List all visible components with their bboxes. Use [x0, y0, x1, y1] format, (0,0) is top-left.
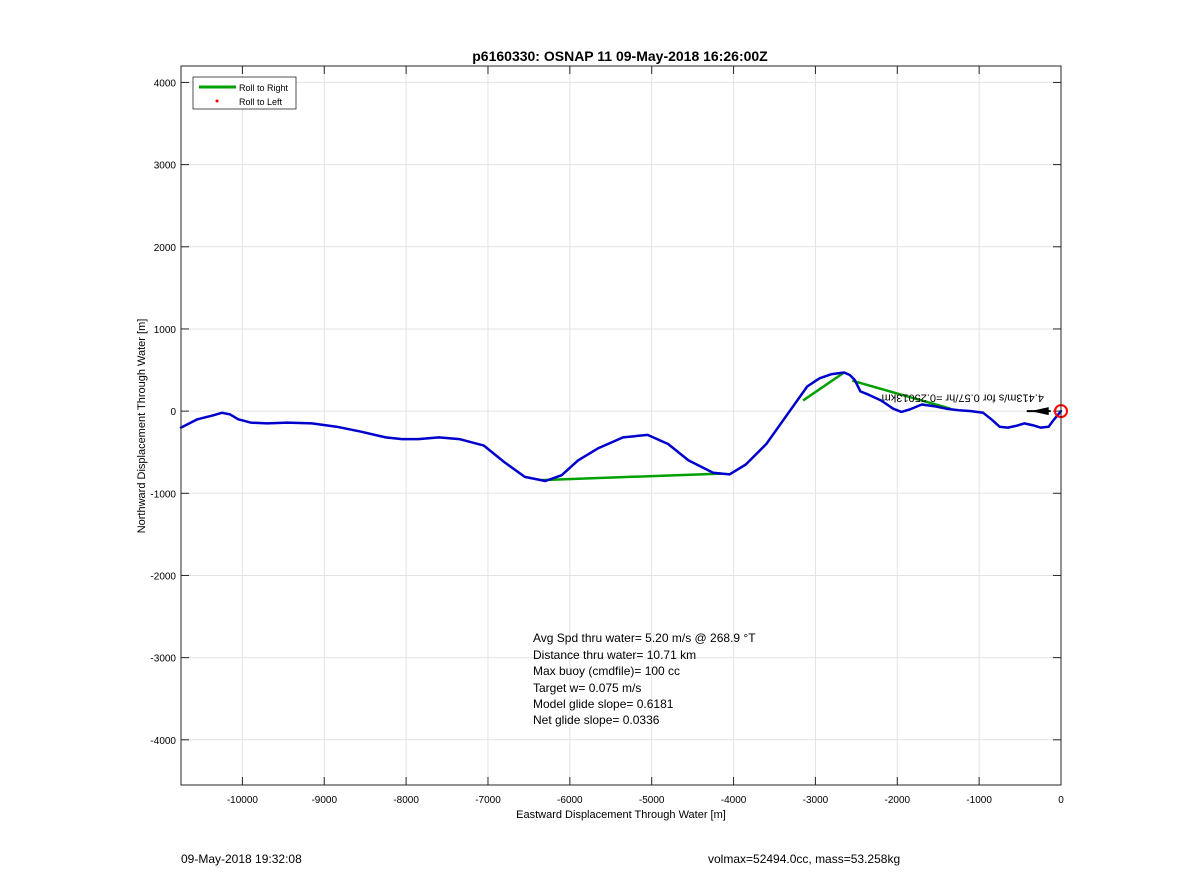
- legend-roll-left-swatch: [215, 99, 219, 103]
- legend-roll-right-label: Roll to Right: [239, 83, 289, 93]
- plot-frame: [180, 65, 1062, 786]
- x-tick-label: -10000: [227, 795, 259, 806]
- y-tick-label: 3000: [154, 161, 177, 172]
- x-tick-label: -4000: [721, 795, 747, 806]
- legend-roll-left-label: Roll to Left: [239, 97, 283, 107]
- stat-avg-speed: Avg Spd thru water= 5.20 m/s @ 268.9 °T: [533, 631, 756, 645]
- y-tick-label: 0: [170, 407, 176, 418]
- x-axis-label: Eastward Displacement Through Water [m]: [516, 809, 726, 821]
- footer-mass-info: volmax=52494.0cc, mass=53.258kg: [708, 852, 901, 866]
- y-tick-label: 1000: [154, 325, 177, 336]
- x-tick-label: -2000: [884, 795, 910, 806]
- x-tick-label: -8000: [393, 795, 419, 806]
- x-tick-label: -5000: [639, 795, 665, 806]
- series-group: 4.413m/s for 0.57/hr =0.25013km: [179, 371, 1068, 483]
- y-tick-label: 4000: [154, 78, 177, 89]
- y-tick-label: 2000: [154, 243, 177, 254]
- stat-target-w: Target w= 0.075 m/s: [533, 681, 641, 695]
- y-tick-label: -3000: [150, 654, 176, 665]
- x-tick-label: 0: [1058, 795, 1064, 806]
- footer-timestamp: 09-May-2018 19:32:08: [181, 852, 302, 866]
- y-tick-label: -4000: [150, 736, 176, 747]
- stat-max-buoy: Max buoy (cmdfile)= 100 cc: [533, 664, 680, 678]
- stat-distance: Distance thru water= 10.71 km: [533, 648, 696, 662]
- stat-model-glide: Model glide slope= 0.6181: [533, 697, 674, 711]
- legend-box: Roll to Right Roll to Left: [192, 76, 297, 110]
- stats-block: Avg Spd thru water= 5.20 m/s @ 268.9 °T …: [533, 631, 756, 727]
- roll-right-segment: [851, 379, 951, 410]
- x-tick-label: -9000: [311, 795, 337, 806]
- x-tick-label: -6000: [557, 795, 583, 806]
- y-axis-label: Northward Displacement Through Water [m]: [136, 319, 148, 534]
- x-tick-label: -3000: [803, 795, 829, 806]
- axis-ticks: -10000 -9000 -8000 -7000 -6000 -5000 -4000 -300…: [150, 66, 1064, 806]
- stat-net-glide: Net glide slope= 0.0336: [533, 713, 660, 727]
- current-annotation: 4.413m/s for 0.57/hr =0.25013km: [882, 392, 1044, 404]
- roll-right-segment: [802, 371, 845, 402]
- y-tick-label: -2000: [150, 571, 176, 582]
- roll-right-segment: [541, 472, 722, 482]
- x-tick-label: -7000: [475, 795, 501, 806]
- chart-title: p6160330: OSNAP 11 09-May-2018 16:26:00Z: [472, 48, 768, 64]
- y-tick-label: -1000: [150, 489, 176, 500]
- track-line: [179, 371, 1063, 483]
- x-tick-label: -1000: [966, 795, 992, 806]
